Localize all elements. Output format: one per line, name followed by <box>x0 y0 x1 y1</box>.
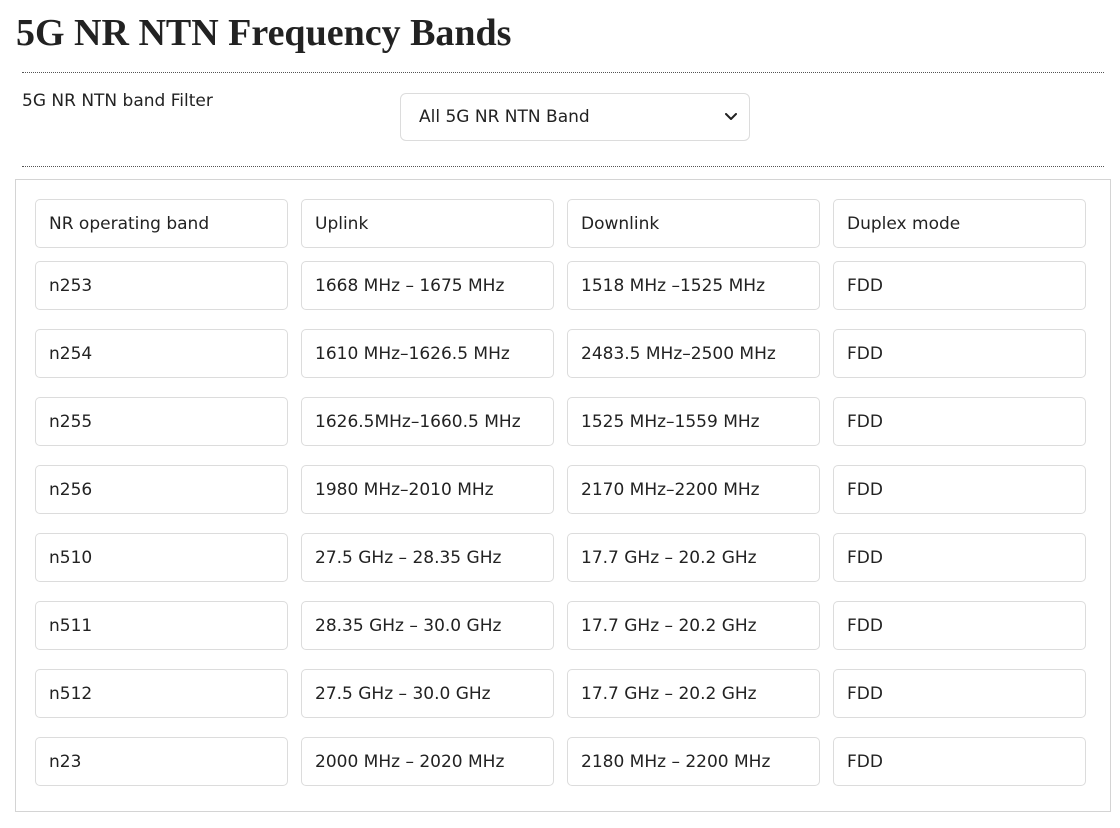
table-cell-uplink: 1668 MHz – 1675 MHz <box>301 261 554 310</box>
table-cell-downlink: 2483.5 MHz–2500 MHz <box>567 329 820 378</box>
table-cell-uplink: 2000 MHz – 2020 MHz <box>301 737 554 786</box>
header-cell-downlink: Downlink <box>567 199 820 248</box>
table-cell-downlink: 1525 MHz–1559 MHz <box>567 397 820 446</box>
header-cell-operating-band: NR operating band <box>35 199 288 248</box>
table-cell-downlink: 17.7 GHz – 20.2 GHz <box>567 669 820 718</box>
table-cell-duplex: FDD <box>833 533 1086 582</box>
header-cell-duplex-mode: Duplex mode <box>833 199 1086 248</box>
table-cell-uplink: 27.5 GHz – 30.0 GHz <box>301 669 554 718</box>
bands-table <box>15 179 1111 812</box>
table-cell-uplink: 27.5 GHz – 28.35 GHz <box>301 533 554 582</box>
table-cell-uplink: 1610 MHz–1626.5 MHz <box>301 329 554 378</box>
table-cell-downlink: 2170 MHz–2200 MHz <box>567 465 820 514</box>
table-cell-band: n512 <box>35 669 288 718</box>
top-divider <box>22 72 1104 73</box>
table-cell-duplex: FDD <box>833 261 1086 310</box>
table-cell-duplex: FDD <box>833 329 1086 378</box>
table-cell-band: n254 <box>35 329 288 378</box>
band-filter-select[interactable]: All 5G NR NTN Band <box>400 93 750 141</box>
table-cell-band: n510 <box>35 533 288 582</box>
table-cell-band: n256 <box>35 465 288 514</box>
table-cell-duplex: FDD <box>833 601 1086 650</box>
band-filter-selected-value: All 5G NR NTN Band <box>419 107 590 127</box>
table-cell-band: n253 <box>35 261 288 310</box>
table-cell-uplink: 1980 MHz–2010 MHz <box>301 465 554 514</box>
table-cell-uplink: 1626.5MHz–1660.5 MHz <box>301 397 554 446</box>
band-filter-label: 5G NR NTN band Filter <box>22 91 213 111</box>
page-title: 5G NR NTN Frequency Bands <box>16 12 512 54</box>
table-cell-duplex: FDD <box>833 465 1086 514</box>
table-cell-duplex: FDD <box>833 669 1086 718</box>
table-cell-uplink: 28.35 GHz – 30.0 GHz <box>301 601 554 650</box>
table-cell-band: n23 <box>35 737 288 786</box>
header-cell-uplink: Uplink <box>301 199 554 248</box>
table-cell-band: n255 <box>35 397 288 446</box>
table-cell-duplex: FDD <box>833 737 1086 786</box>
chevron-down-icon <box>721 107 741 127</box>
table-cell-downlink: 17.7 GHz – 20.2 GHz <box>567 601 820 650</box>
table-cell-duplex: FDD <box>833 397 1086 446</box>
table-cell-downlink: 17.7 GHz – 20.2 GHz <box>567 533 820 582</box>
bottom-divider <box>22 166 1104 167</box>
table-cell-downlink: 1518 MHz –1525 MHz <box>567 261 820 310</box>
table-cell-band: n511 <box>35 601 288 650</box>
table-cell-downlink: 2180 MHz – 2200 MHz <box>567 737 820 786</box>
